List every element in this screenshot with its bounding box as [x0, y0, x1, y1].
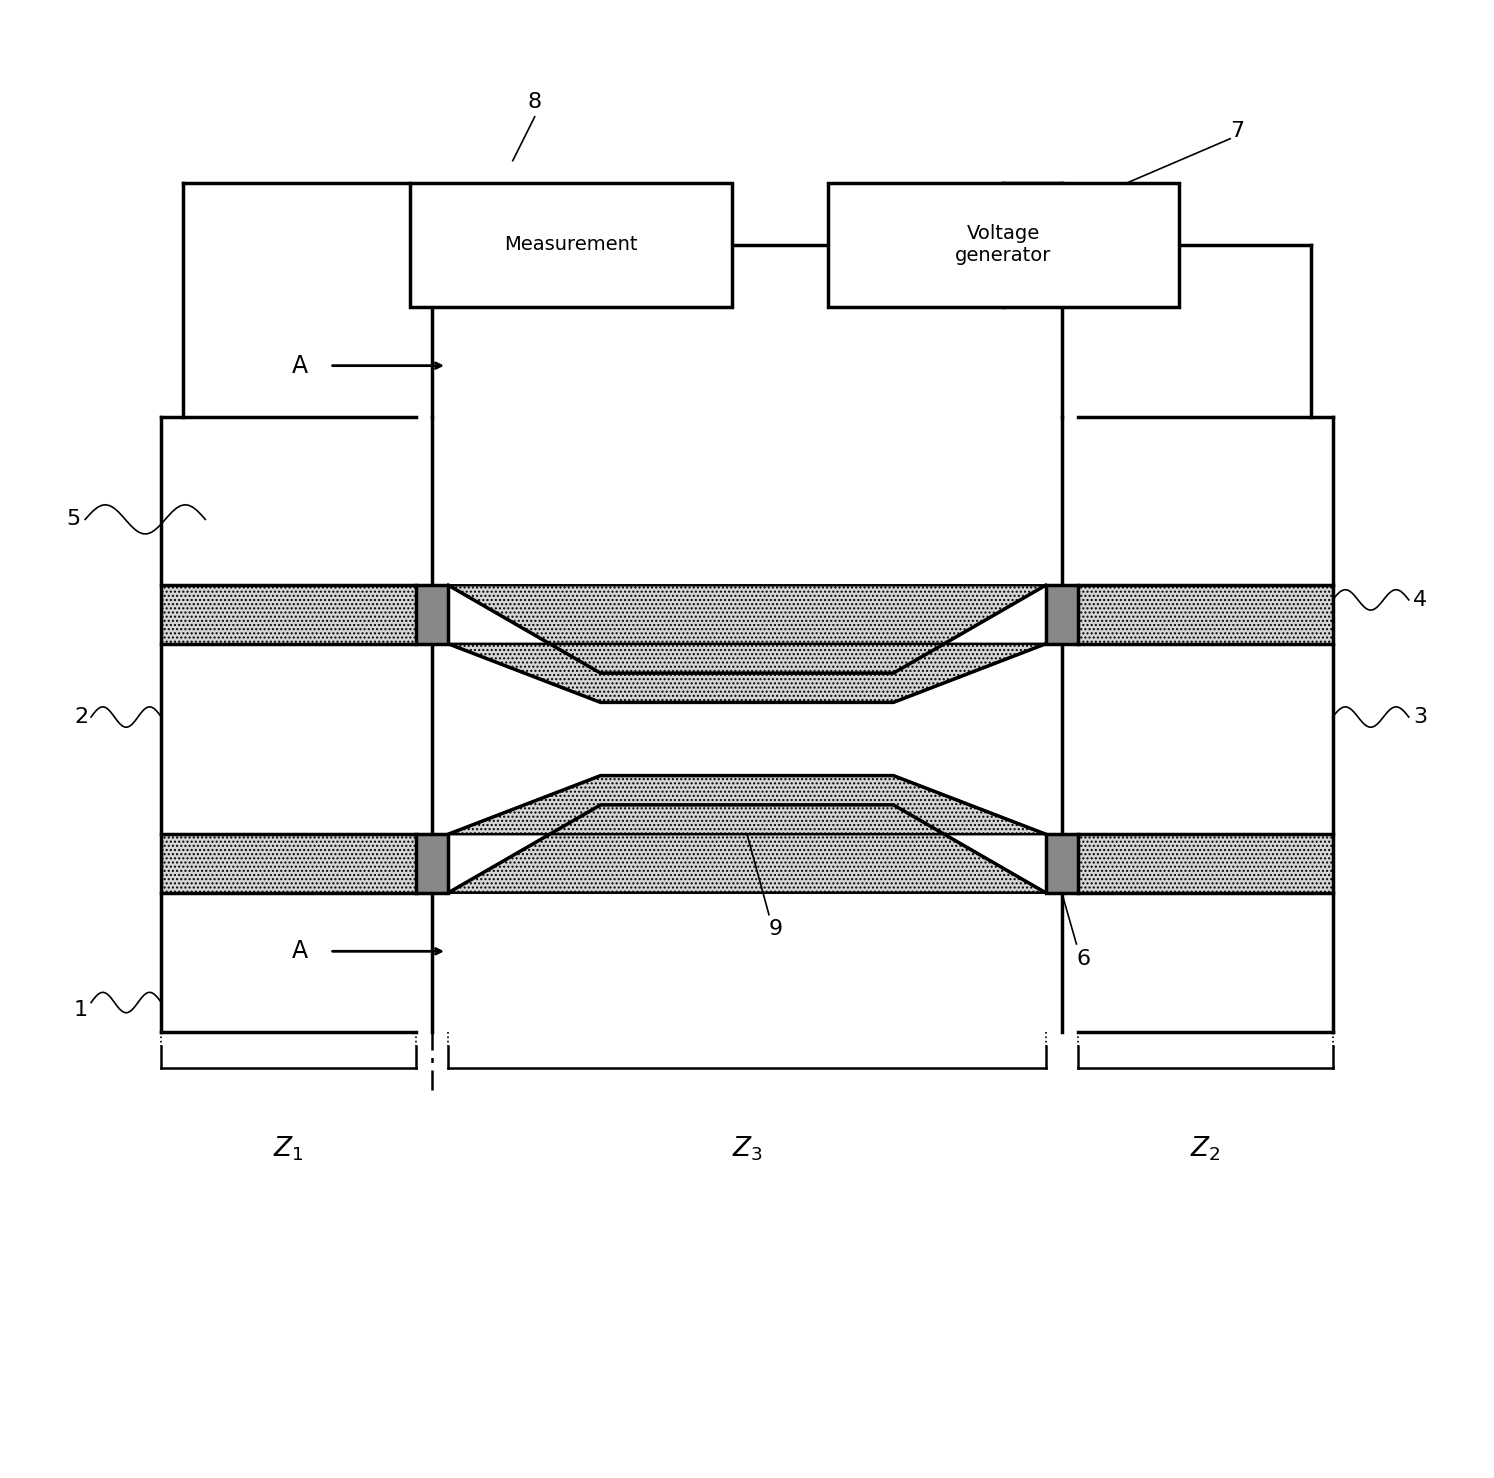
Polygon shape — [417, 834, 448, 893]
Bar — [411, 183, 732, 307]
Bar — [828, 183, 1179, 307]
Bar — [417, 834, 448, 893]
Text: 6: 6 — [1076, 949, 1091, 968]
Polygon shape — [1046, 585, 1077, 644]
Text: $Z_3$: $Z_3$ — [732, 1134, 762, 1163]
Polygon shape — [448, 585, 1046, 672]
Text: A: A — [291, 353, 308, 378]
Bar — [1046, 834, 1077, 893]
Text: A: A — [291, 940, 308, 964]
Text: 3: 3 — [1413, 706, 1427, 727]
Text: 1: 1 — [75, 999, 88, 1020]
Bar — [417, 585, 448, 644]
Text: 2: 2 — [75, 706, 88, 727]
Polygon shape — [161, 585, 417, 644]
Text: 5: 5 — [67, 510, 81, 529]
Bar — [1046, 585, 1077, 644]
Text: $Z_2$: $Z_2$ — [1189, 1134, 1221, 1163]
Polygon shape — [161, 834, 417, 893]
Polygon shape — [1077, 834, 1333, 893]
Polygon shape — [448, 776, 1046, 834]
Polygon shape — [417, 585, 448, 644]
Polygon shape — [448, 644, 1046, 702]
Polygon shape — [1046, 834, 1077, 893]
Text: 9: 9 — [769, 919, 783, 940]
Text: Measurement: Measurement — [505, 235, 638, 254]
Text: Voltage
generator: Voltage generator — [955, 225, 1052, 266]
Text: $Z_1$: $Z_1$ — [273, 1134, 305, 1163]
Text: 7: 7 — [1230, 121, 1245, 142]
Polygon shape — [448, 806, 1046, 893]
Polygon shape — [1077, 585, 1333, 644]
Text: 8: 8 — [527, 92, 541, 112]
Text: 4: 4 — [1413, 590, 1427, 610]
